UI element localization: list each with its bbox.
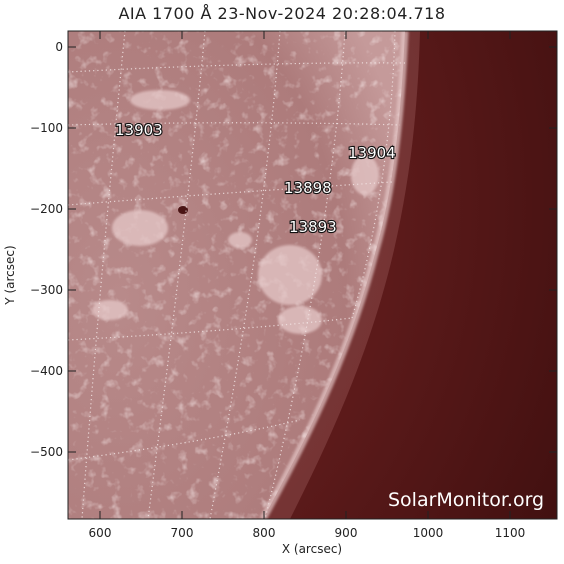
- region-label-13903: 13903: [115, 121, 163, 139]
- y-axis-title: Y (arcsec): [3, 245, 17, 305]
- image-title: AIA 1700 Å 23-Nov-2024 20:28:04.718: [118, 4, 446, 23]
- x-tick-label: 700: [171, 526, 194, 540]
- heliographic-grid: [68, 31, 406, 519]
- y-axis: [68, 46, 557, 453]
- chromospheric-network: [68, 31, 405, 519]
- sunspot: [178, 206, 188, 214]
- plage-regions: [92, 90, 379, 334]
- region-label-13893: 13893: [289, 218, 337, 236]
- x-tick-label: 1100: [495, 526, 526, 540]
- x-tick-label: 1000: [413, 526, 444, 540]
- region-label-13904: 13904: [348, 144, 396, 162]
- x-axis-title: X (arcsec): [282, 542, 342, 556]
- region-label-13898: 13898: [284, 179, 332, 197]
- x-tick-label: 800: [253, 526, 276, 540]
- x-tick-label: 900: [335, 526, 358, 540]
- x-tick-label: 600: [89, 526, 112, 540]
- y-tick-label: −500: [30, 445, 63, 459]
- y-tick-label: −400: [30, 364, 63, 378]
- x-axis: [99, 31, 511, 519]
- y-tick-label: −200: [30, 202, 63, 216]
- plot-frame: [67, 30, 558, 520]
- solarmonitor-watermark: SolarMonitor.org: [388, 489, 544, 511]
- y-tick-label: 0: [55, 40, 63, 54]
- y-tick-label: −100: [30, 121, 63, 135]
- y-tick-label: −300: [30, 283, 63, 297]
